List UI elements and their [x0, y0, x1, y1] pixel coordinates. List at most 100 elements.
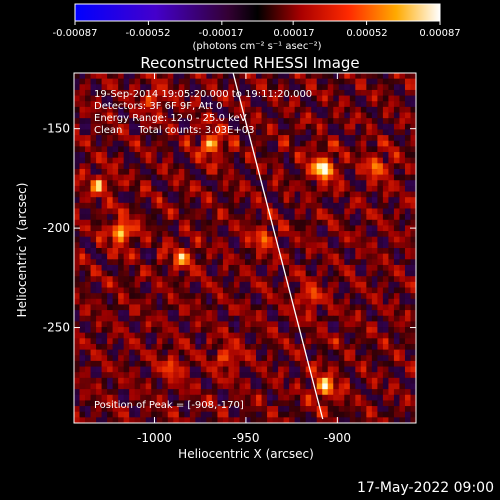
heatmap-cell	[322, 349, 329, 356]
heatmap-cell	[195, 281, 202, 288]
heatmap-cell	[393, 174, 400, 181]
heatmap-cell	[239, 101, 246, 108]
heatmap-cell	[344, 264, 351, 271]
heatmap-cell	[211, 383, 218, 390]
heatmap-cell	[377, 276, 384, 283]
heatmap-cell	[206, 78, 213, 85]
heatmap-cell	[118, 264, 125, 271]
heatmap-cell	[382, 185, 389, 192]
heatmap-cell	[173, 310, 180, 317]
heatmap-cell	[250, 152, 257, 159]
heatmap-cell	[195, 208, 202, 215]
heatmap-cell	[404, 315, 411, 322]
heatmap-cell	[371, 191, 378, 198]
heatmap-cell	[129, 180, 136, 187]
heatmap-cell	[228, 411, 235, 418]
heatmap-cell	[233, 152, 240, 159]
heatmap-cell	[173, 349, 180, 356]
heatmap-cell	[151, 84, 158, 91]
heatmap-cell	[382, 259, 389, 266]
heatmap-cell	[134, 248, 141, 255]
heatmap-cell	[404, 163, 411, 170]
heatmap-cell	[393, 310, 400, 317]
heatmap-cell	[107, 219, 114, 226]
heatmap-cell	[349, 168, 356, 176]
heatmap-cell	[195, 202, 202, 209]
heatmap-cell	[74, 253, 80, 260]
heatmap-cell	[189, 417, 196, 423]
heatmap-cell	[294, 360, 301, 367]
heatmap-cell	[338, 355, 345, 362]
heatmap-cell	[338, 163, 345, 170]
heatmap-cell	[327, 73, 334, 80]
heatmap-cell	[118, 417, 125, 423]
heatmap-cell	[123, 118, 130, 125]
heatmap-cell	[222, 135, 229, 142]
heatmap-cell	[167, 287, 174, 294]
heatmap-cell	[151, 236, 158, 243]
heatmap-cell	[167, 298, 174, 305]
heatmap-cell	[101, 264, 108, 271]
heatmap-cell	[283, 293, 290, 300]
heatmap-cell	[107, 321, 114, 328]
heatmap-cell	[101, 355, 108, 362]
heatmap-cell	[294, 327, 301, 334]
heatmap-cell	[338, 264, 345, 271]
heatmap-cell	[360, 214, 367, 221]
heatmap-cell	[145, 202, 152, 209]
heatmap-cell	[267, 84, 273, 91]
heatmap-cell	[167, 214, 174, 221]
heatmap-cell	[256, 208, 262, 215]
heatmap-cell	[195, 106, 202, 113]
heatmap-cell	[399, 78, 406, 85]
heatmap-cell	[245, 231, 251, 238]
heatmap-cell	[74, 248, 80, 255]
heatmap-cell	[96, 236, 102, 243]
heatmap-cell	[311, 73, 318, 80]
heatmap-cell	[311, 78, 318, 85]
heatmap-cell	[184, 383, 191, 390]
heatmap-cell	[316, 343, 323, 351]
heatmap-cell	[79, 231, 86, 238]
heatmap-cell	[178, 197, 185, 204]
heatmap-cell	[278, 78, 285, 85]
heatmap-cell	[399, 349, 406, 356]
heatmap-cell	[145, 310, 152, 317]
heatmap-cell	[393, 377, 400, 384]
heatmap-cell	[217, 146, 224, 153]
heatmap-cell	[107, 225, 114, 232]
heatmap-cell	[344, 293, 351, 300]
heatmap-cell	[349, 270, 356, 277]
heatmap-cell	[85, 259, 91, 266]
heatmap-cell	[256, 157, 262, 164]
heatmap-cell	[300, 253, 307, 260]
heatmap-cell	[300, 315, 307, 322]
heatmap-cell	[382, 248, 389, 255]
heatmap-cell	[145, 118, 152, 125]
heatmap-cell	[283, 236, 290, 243]
heatmap-cell	[173, 168, 180, 176]
heatmap-cell	[167, 321, 174, 328]
heatmap-cell	[85, 360, 91, 367]
heatmap-cell	[333, 417, 340, 423]
heatmap-cell	[344, 332, 351, 339]
heatmap-cell	[228, 146, 235, 153]
heatmap-cell	[74, 84, 80, 91]
heatmap-cell	[156, 146, 163, 153]
heatmap-cell	[79, 276, 86, 283]
heatmap-cell	[377, 89, 384, 96]
y-axis-label: Heliocentric Y (arcsec)	[15, 183, 29, 318]
heatmap-cell	[129, 118, 136, 125]
heatmap-cell	[162, 315, 169, 322]
heatmap-cell	[371, 315, 378, 322]
heatmap-cell	[129, 406, 136, 413]
heatmap-cell	[129, 174, 136, 181]
heatmap-cell	[256, 287, 262, 294]
heatmap-cell	[250, 242, 257, 249]
heatmap-cell	[245, 248, 251, 255]
heatmap-cell	[129, 389, 136, 396]
heatmap-cell	[404, 95, 411, 102]
heatmap-cell	[327, 106, 334, 113]
heatmap-cell	[355, 332, 362, 339]
heatmap-cell	[256, 270, 262, 277]
